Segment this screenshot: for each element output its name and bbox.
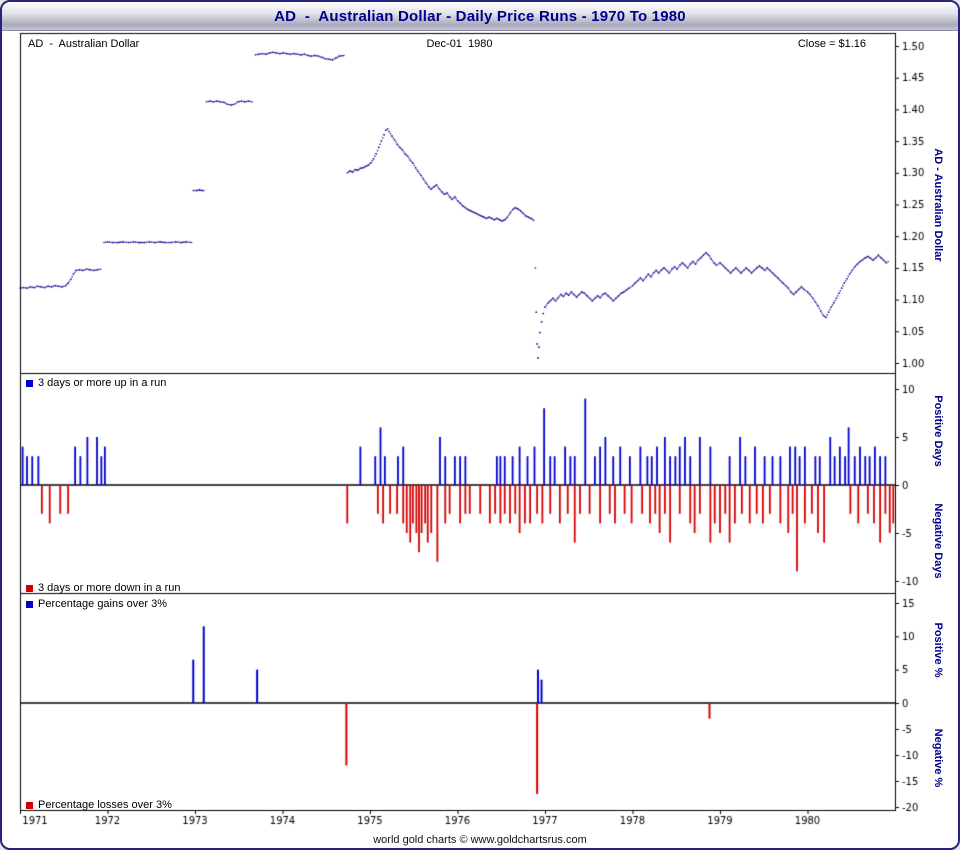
red-square-icon: [26, 801, 33, 809]
last-date-label: Dec-01 1980: [426, 38, 493, 50]
positive-days-axis-title: Positive Days: [932, 395, 944, 467]
legend-down-runs: 3 days or more down in a run: [26, 582, 180, 594]
negative-percent-axis-title: Negative %: [932, 728, 944, 788]
blue-square-icon: [26, 379, 33, 387]
legend-up-runs-label: 3 days or more up in a run: [38, 377, 167, 389]
price-axis-title: AD - Australian Dollar: [932, 148, 944, 262]
legend-down-runs-label: 3 days or more down in a run: [38, 582, 181, 594]
legend-gains-label: Percentage gains over 3%: [38, 598, 168, 610]
legend-losses: Percentage losses over 3%: [26, 799, 172, 811]
red-square-icon: [26, 584, 33, 592]
footer-credit: world gold charts © www.goldchartsrus.co…: [373, 834, 587, 846]
close-value-label: Close = $1.16: [797, 38, 866, 50]
legend-losses-label: Percentage losses over 3%: [38, 799, 172, 811]
positive-percent-axis-title: Positive %: [932, 622, 944, 678]
price-series-label: AD - Australian Dollar: [28, 38, 140, 50]
legend-up-runs: 3 days or more up in a run: [26, 377, 166, 389]
page-title: AD - Australian Dollar - Daily Price Run…: [274, 7, 686, 25]
blue-square-icon: [26, 600, 33, 608]
legend-gains: Percentage gains over 3%: [26, 598, 167, 610]
title-bar: AD - Australian Dollar - Daily Price Run…: [2, 2, 958, 31]
negative-days-axis-title: Negative Days: [932, 503, 944, 579]
